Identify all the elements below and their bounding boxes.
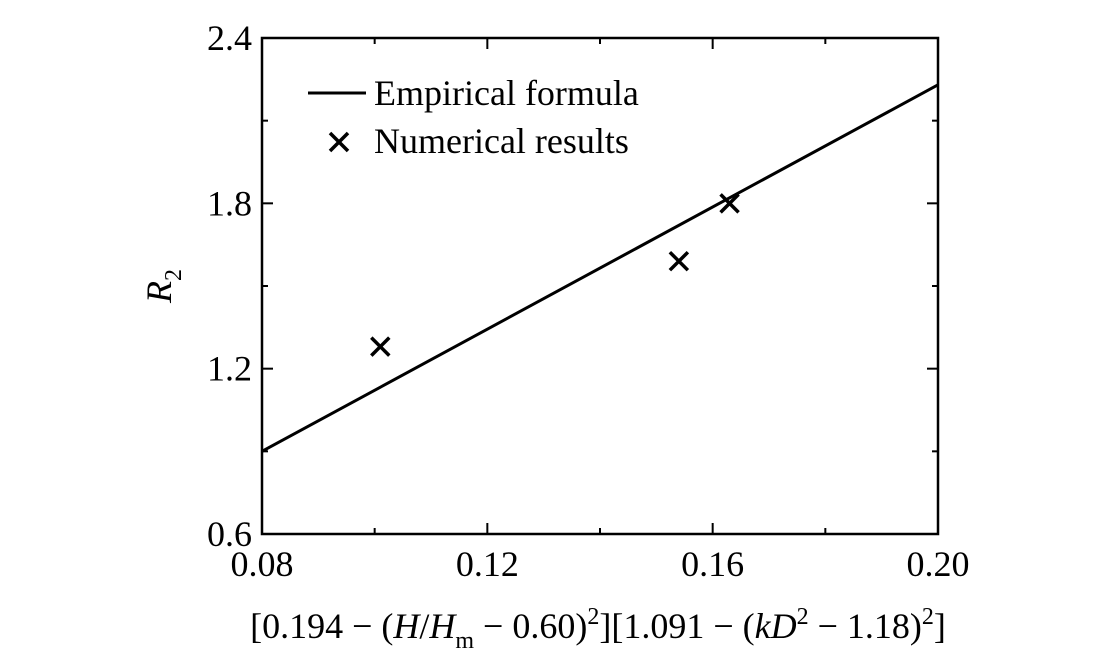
y-tick-label: 1.8 bbox=[207, 183, 252, 223]
y-tick-label: 0.6 bbox=[207, 514, 252, 554]
y-tick-label: 2.4 bbox=[207, 18, 252, 58]
legend: Empirical formula Numerical results bbox=[308, 73, 639, 161]
numerical-result-point bbox=[668, 250, 690, 272]
x-tick-label: 0.16 bbox=[681, 544, 744, 584]
legend-label-line: Empirical formula bbox=[374, 73, 639, 113]
x-axis-title: [0.194 − (H/Hm − 0.60)2][1.091 − (kD2 − … bbox=[250, 604, 946, 654]
x-tick-label: 0.12 bbox=[456, 544, 519, 584]
numerical-result-point bbox=[719, 193, 740, 214]
legend-cross-marker bbox=[328, 131, 350, 153]
numerical-result-point bbox=[370, 336, 391, 357]
y-axis-title: R2 bbox=[139, 269, 187, 304]
tick-labels: 0.08 0.12 0.16 0.20 0.6 1.2 1.8 2.4 bbox=[207, 18, 970, 584]
tick-marks bbox=[261, 37, 939, 535]
empirical-formula-line bbox=[261, 83, 939, 453]
x-tick-label: 0.20 bbox=[907, 544, 970, 584]
x-tick-label: 0.08 bbox=[231, 544, 294, 584]
data-series bbox=[261, 83, 939, 453]
y-tick-label: 1.2 bbox=[207, 349, 252, 389]
legend-label-scatter: Numerical results bbox=[374, 121, 629, 161]
